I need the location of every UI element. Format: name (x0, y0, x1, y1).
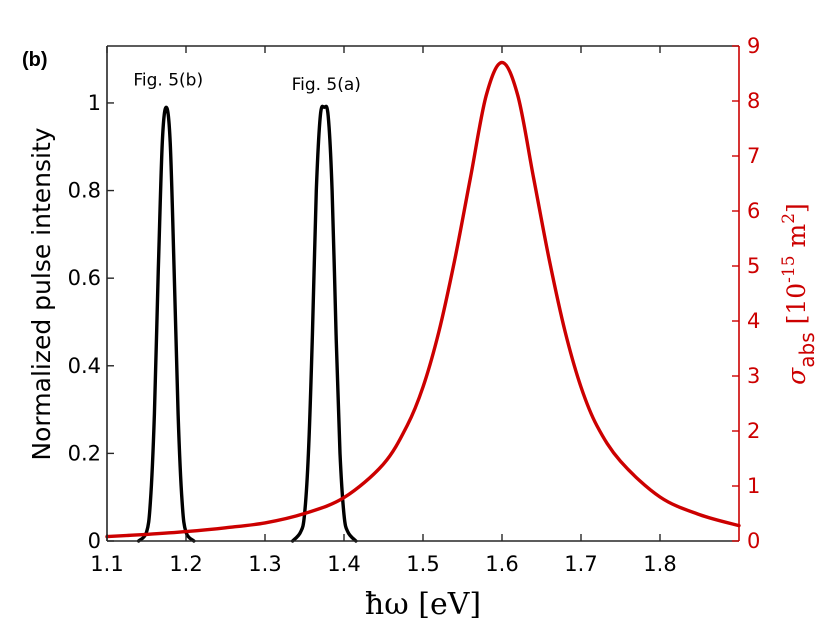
annotation-label: Fig. 5(a) (292, 75, 361, 95)
ticks: 1.1 1.2 1.3 1.4 1.5 1.6 1.7 1.8 0 0.2 0.4 0.6 0.8 1 0 1… (68, 34, 761, 576)
y-tick-label: 0.6 (68, 266, 101, 290)
y2-tick-label: 3 (747, 364, 760, 388)
x-tick-label: 1.3 (248, 552, 281, 576)
y2-tick-label: 6 (747, 199, 760, 223)
y2-tick-label: 5 (747, 254, 760, 278)
y-tick-label: 0.2 (68, 441, 101, 465)
absorption-line (105, 60, 741, 539)
annotation-label: Fig. 5(b) (133, 70, 203, 90)
y2-subscript: abs (795, 332, 819, 367)
y-axis-label: Normalized pulse intensity (27, 127, 56, 460)
pulse-line-1 (136, 105, 196, 543)
y-tick-label: 0.8 (68, 179, 101, 203)
y2-unit: m (782, 223, 811, 255)
y2-axis-label: σabs [10-15 m2] (779, 203, 819, 385)
annotations: Fig. 5(b) Fig. 5(a) (133, 70, 361, 94)
y-tick-label: 0 (88, 529, 101, 553)
panel-label: (b) (22, 49, 48, 71)
x-tick-label: 1.8 (643, 552, 676, 576)
x-tick-label: 1.1 (90, 552, 123, 576)
y-tick-label: 0.4 (68, 354, 101, 378)
x-tick-label: 1.4 (327, 552, 360, 576)
x-tick-label: 1.6 (485, 552, 518, 576)
x-tick-label: 1.7 (564, 552, 597, 576)
y2-tick-label: 8 (747, 89, 760, 113)
y2-tick-label: 4 (747, 309, 760, 333)
y2-symbol: σ (782, 367, 811, 385)
x-tick-label: 1.5 (406, 552, 439, 576)
axes (106, 45, 740, 542)
plot-lines (105, 60, 741, 543)
y2-bracket-close: ] (782, 203, 811, 213)
x-tick-label: 1.2 (169, 552, 202, 576)
y2-unit-exp: 2 (779, 213, 799, 224)
y2-exp: -15 (779, 255, 799, 282)
y2-bracket-open: [10 (782, 283, 811, 325)
y2-tick-label: 1 (747, 474, 760, 498)
y2-tick-label: 9 (747, 34, 760, 58)
y2-tick-label: 2 (747, 419, 760, 443)
x-axis-label: ħω [eV] (365, 587, 481, 622)
y-tick-label: 1 (88, 91, 101, 115)
pulse-line-2 (290, 104, 358, 543)
y2-tick-label: 7 (747, 144, 760, 168)
y2-tick-label: 0 (747, 529, 760, 553)
